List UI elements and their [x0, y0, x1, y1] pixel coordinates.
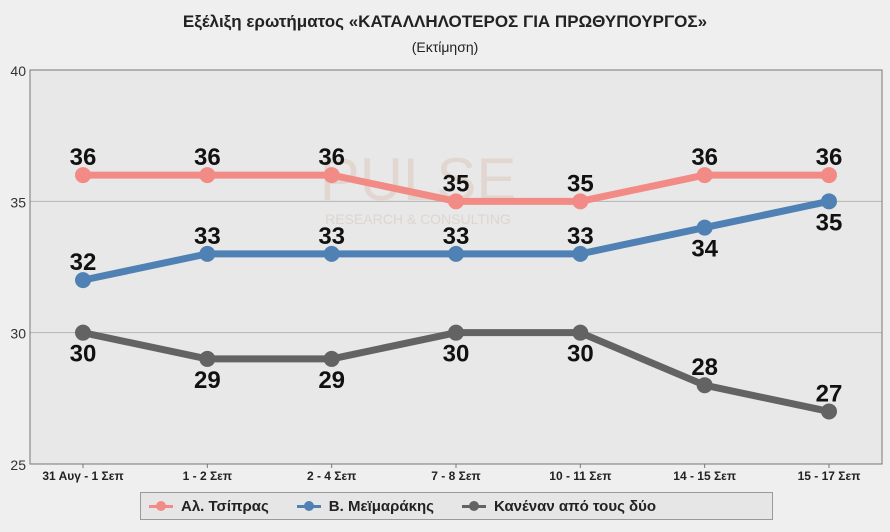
- data-point: [448, 324, 464, 341]
- data-point: [821, 167, 837, 184]
- legend-item: Κανέναν από τους δύο: [461, 497, 657, 515]
- data-label: 33: [443, 223, 470, 250]
- data-point: [821, 193, 837, 210]
- legend-swatch: [149, 500, 173, 512]
- chart-subtitle: (Εκτίμηση): [411, 39, 479, 55]
- x-tick-label: 14 - 15 Σεπ: [673, 469, 736, 483]
- data-label: 35: [443, 170, 470, 197]
- data-point: [448, 245, 464, 262]
- data-point: [75, 324, 91, 341]
- legend-swatch: [461, 500, 486, 512]
- data-point: [323, 167, 340, 184]
- data-point: [696, 377, 713, 394]
- legend-item: Β. Μεϊμαράκης: [296, 497, 434, 515]
- legend-item: Αλ. Τσίπρας: [149, 498, 269, 515]
- legend-label: Αλ. Τσίπρας: [181, 497, 269, 515]
- legend-label: Κανέναν από τους δύο: [493, 497, 657, 515]
- data-point: [448, 193, 464, 210]
- data-label: 30: [443, 341, 470, 368]
- data-label: 33: [318, 223, 345, 250]
- data-label: 36: [691, 144, 718, 171]
- legend: Αλ. Τσίπρας Β. Μεϊμαράκης Κανέναν από τους…: [140, 492, 773, 520]
- x-tick-label: 1 - 2 Σεπ: [183, 469, 232, 483]
- data-label: 28: [691, 354, 718, 381]
- data-point: [572, 245, 589, 262]
- data-label: 36: [194, 144, 221, 171]
- data-label: 27: [816, 380, 843, 407]
- x-tick-label: 31 Αυγ - 1 Σεπ: [42, 469, 123, 483]
- data-label: 36: [318, 144, 345, 171]
- data-point: [199, 167, 216, 184]
- x-tick-label: 10 - 11 Σεπ: [549, 469, 611, 483]
- y-tick-label: 30: [10, 326, 26, 342]
- legend-swatch: [296, 500, 321, 512]
- data-label: 35: [567, 170, 594, 197]
- plot-background: [30, 70, 882, 464]
- data-point: [821, 403, 837, 420]
- data-label: 32: [70, 249, 97, 276]
- data-label: 35: [816, 209, 843, 236]
- data-label: 30: [567, 341, 594, 368]
- x-tick-label: 7 - 8 Σεπ: [431, 469, 480, 483]
- y-tick-label: 35: [10, 194, 26, 210]
- watermark-subtext: RESEARCH & CONSULTING: [325, 211, 511, 227]
- chart-title: Εξέλιξη ερωτήματος «ΚΑΤΑΛΛΗΛΟΤΕΡΟΣ ΓΙΑ Π…: [182, 12, 708, 31]
- data-point: [199, 245, 216, 262]
- data-point: [572, 324, 589, 341]
- data-label: 33: [567, 223, 594, 250]
- x-tick-label: 2 - 4 Σεπ: [307, 469, 356, 483]
- data-point: [323, 350, 340, 367]
- data-label: 33: [194, 223, 221, 250]
- data-point: [75, 167, 91, 184]
- data-point: [199, 350, 216, 367]
- data-point: [696, 167, 713, 184]
- legend-label: Β. Μεϊμαράκης: [328, 497, 434, 515]
- data-label: 29: [318, 367, 345, 394]
- data-point: [696, 219, 713, 236]
- data-point: [323, 245, 340, 262]
- y-tick-label: 40: [10, 63, 26, 79]
- data-label: 30: [70, 341, 97, 368]
- data-label: 36: [70, 144, 97, 171]
- watermark-logo: PULSE RESEARCH & CONSULTING: [320, 146, 517, 227]
- x-tick-label: 15 - 17 Σεπ: [798, 469, 861, 483]
- data-label: 29: [194, 367, 221, 394]
- data-point: [75, 272, 91, 289]
- data-point: [572, 193, 589, 210]
- data-label: 36: [816, 144, 843, 171]
- y-tick-label: 25: [10, 457, 26, 473]
- data-label: 34: [691, 236, 718, 263]
